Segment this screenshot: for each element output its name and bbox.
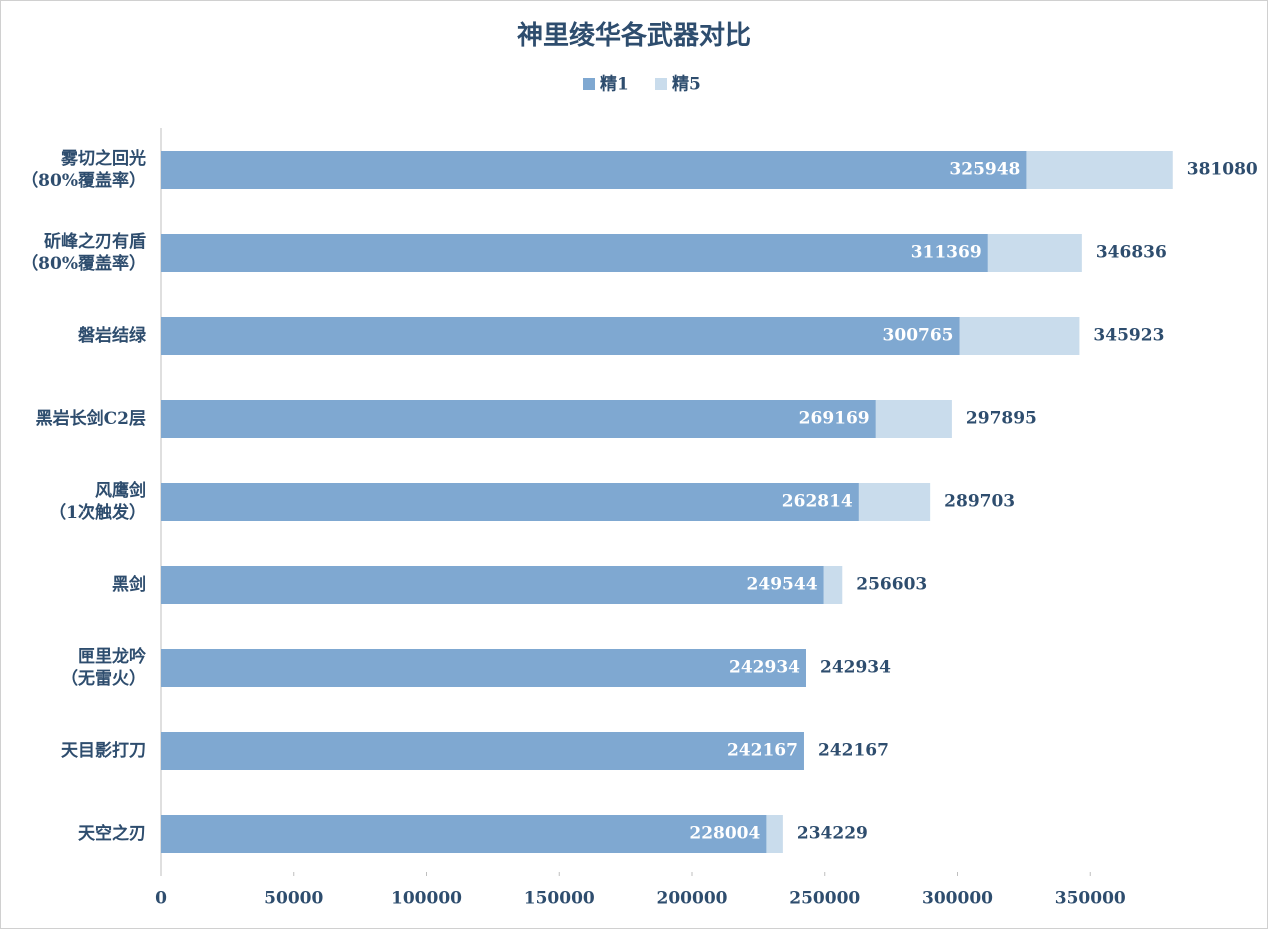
bar — [161, 317, 960, 355]
data-label: 325948 — [949, 160, 1020, 180]
legend-label: 精1 — [600, 74, 629, 95]
y-tick-label: 磐岩结绿 — [77, 325, 147, 346]
x-tick-label: 100000 — [391, 889, 462, 909]
data-label: 242167 — [727, 741, 798, 761]
data-label: 381080 — [1187, 160, 1258, 180]
data-label: 262814 — [782, 492, 853, 512]
y-tick-label: 匣里龙吟（无雷火） — [61, 646, 146, 689]
bar — [161, 483, 859, 521]
bar — [161, 151, 1027, 189]
data-label: 234229 — [797, 824, 868, 844]
legend-swatch — [583, 78, 595, 90]
data-label: 228004 — [689, 824, 760, 844]
bar — [161, 732, 804, 770]
y-tick-label: 雾切之回光（80%覆盖率） — [21, 148, 146, 191]
y-tick-label: 天空之刃 — [78, 823, 146, 844]
x-tick-label: 250000 — [789, 889, 860, 909]
data-label: 346836 — [1096, 243, 1167, 263]
x-tick-label: 150000 — [524, 889, 595, 909]
x-tick-label: 200000 — [657, 889, 728, 909]
data-label: 269169 — [799, 409, 870, 429]
data-label: 256603 — [856, 575, 927, 595]
data-label: 345923 — [1093, 326, 1164, 346]
legend-label: 精5 — [672, 74, 701, 95]
bar — [161, 649, 806, 687]
bar — [161, 400, 876, 438]
y-tick-label: 黑岩长剑C2层 — [36, 408, 146, 429]
data-label: 242167 — [818, 741, 889, 761]
bar — [161, 234, 988, 272]
data-label: 289703 — [944, 492, 1015, 512]
x-tick-label: 350000 — [1055, 889, 1126, 909]
x-tick-label: 50000 — [264, 889, 323, 909]
y-tick-label: 斫峰之刃有盾（80%覆盖率） — [21, 231, 146, 274]
bar — [161, 815, 767, 853]
data-label: 311369 — [911, 243, 982, 263]
y-tick-label: 天目影打刀 — [61, 740, 146, 761]
chart-title: 神里绫华各武器对比 — [517, 20, 751, 51]
legend-swatch — [655, 78, 667, 90]
data-label: 249544 — [747, 575, 818, 595]
bar — [161, 566, 824, 604]
x-tick-label: 300000 — [922, 889, 993, 909]
data-label: 242934 — [729, 658, 800, 678]
data-label: 297895 — [966, 409, 1037, 429]
y-tick-label: 风鹰剑（1次触发） — [49, 480, 146, 523]
y-tick-label: 黑剑 — [112, 574, 146, 595]
data-label: 300765 — [883, 326, 954, 346]
data-label: 242934 — [820, 658, 891, 678]
x-tick-label: 0 — [155, 889, 167, 909]
